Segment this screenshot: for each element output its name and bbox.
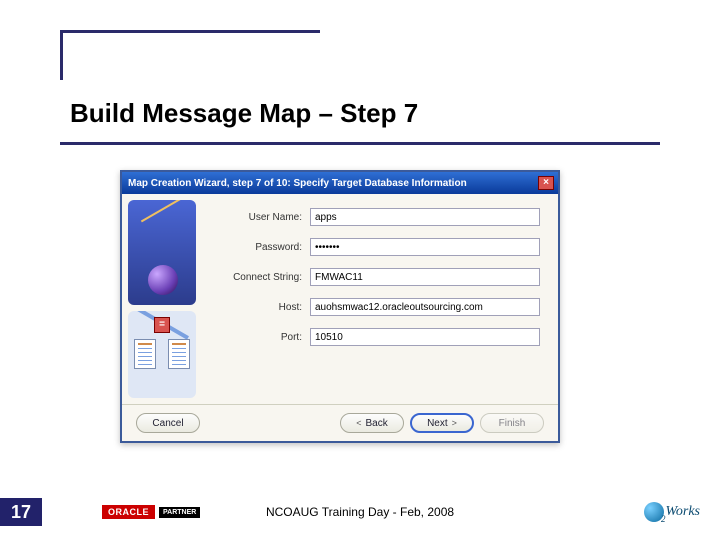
wizard-graphic-top [128, 200, 196, 305]
dialog-button-bar: Cancel < Back Next > Finish [122, 404, 558, 441]
finish-button-label: Finish [499, 418, 526, 429]
wand-icon [141, 200, 185, 222]
connect-string-input[interactable] [310, 268, 540, 286]
port-label: Port: [210, 332, 310, 343]
wizard-graphic-bottom: = [128, 311, 196, 398]
slide-title: Build Message Map – Step 7 [70, 98, 418, 129]
back-button-label: Back [366, 418, 388, 429]
slide-frame-corner [60, 30, 320, 80]
partner-label: PARTNER [159, 507, 200, 518]
wizard-dialog: Map Creation Wizard, step 7 of 10: Speci… [120, 170, 560, 443]
cancel-button-label: Cancel [152, 418, 183, 429]
slide-footer: 17 ORACLE PARTNER NCOAUG Training Day - … [0, 498, 720, 526]
finish-button[interactable]: Finish [480, 413, 544, 433]
slide-number: 17 [0, 498, 42, 526]
next-button-label: Next [427, 418, 448, 429]
password-label: Password: [210, 242, 310, 253]
equals-icon: = [154, 317, 170, 333]
chevron-left-icon: < [356, 418, 361, 428]
password-input[interactable] [310, 238, 540, 256]
sheet-icon [134, 339, 156, 369]
host-input[interactable] [310, 298, 540, 316]
close-icon[interactable]: × [538, 176, 554, 190]
username-input[interactable] [310, 208, 540, 226]
oracle-partner-badge: ORACLE PARTNER [102, 505, 200, 519]
wizard-side-graphic: = [122, 194, 202, 404]
chevron-right-icon: > [452, 418, 457, 428]
host-label: Host: [210, 302, 310, 313]
o2works-globe-icon [644, 502, 664, 522]
dialog-title: Map Creation Wizard, step 7 of 10: Speci… [128, 178, 467, 189]
title-band: Build Message Map – Step 7 [60, 85, 660, 145]
footer-text: NCOAUG Training Day - Feb, 2008 [266, 505, 454, 519]
orb-icon [148, 265, 178, 295]
port-input[interactable] [310, 328, 540, 346]
o2works-logo: Works [644, 502, 701, 522]
cancel-button[interactable]: Cancel [136, 413, 200, 433]
username-label: User Name: [210, 212, 310, 223]
connect-string-label: Connect String: [210, 272, 310, 283]
dialog-body: = User Name: Password: Connect String: H… [122, 194, 558, 404]
back-button[interactable]: < Back [340, 413, 404, 433]
o2works-text: Works [666, 504, 701, 520]
form-area: User Name: Password: Connect String: Hos… [202, 194, 558, 404]
next-button[interactable]: Next > [410, 413, 474, 433]
dialog-titlebar: Map Creation Wizard, step 7 of 10: Speci… [122, 172, 558, 194]
oracle-logo: ORACLE [102, 505, 155, 519]
sheet-icon [168, 339, 190, 369]
